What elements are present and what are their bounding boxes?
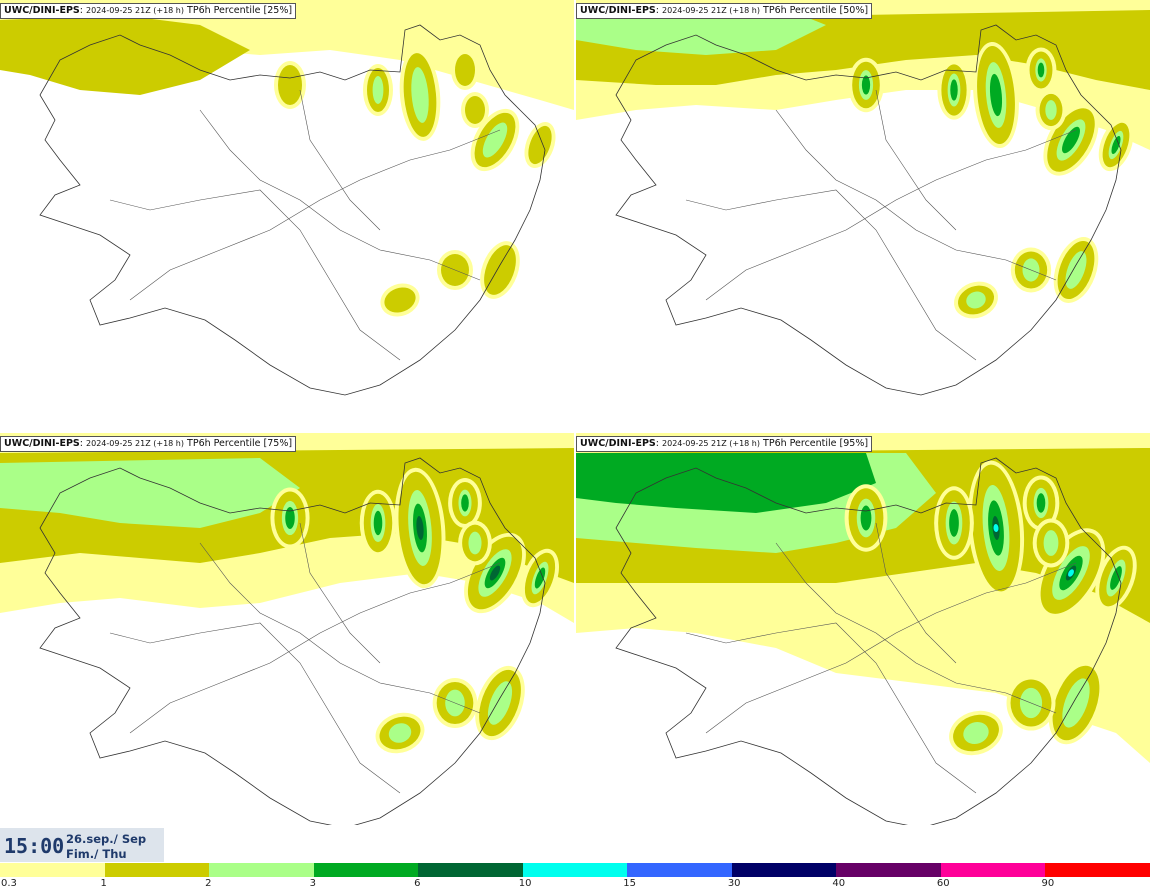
precip-cell-max — [993, 524, 999, 532]
legend-swatch — [731, 863, 837, 877]
color-legend — [0, 863, 1150, 877]
precip-cell-inner — [966, 291, 986, 309]
legend-swatch — [836, 863, 942, 877]
legend-swatch — [1045, 863, 1150, 877]
legend-swatch — [522, 863, 628, 877]
precip-cell-inner — [411, 67, 429, 123]
road — [705, 562, 1077, 734]
legend-label: 30 — [727, 878, 741, 889]
road — [199, 542, 481, 714]
precip-cell-inner — [388, 723, 412, 743]
road — [199, 109, 481, 281]
road — [109, 189, 401, 361]
legend-swatch — [0, 863, 106, 877]
precip-band-green — [0, 458, 300, 528]
legend-label: 15 — [623, 878, 636, 889]
map-panel-95: UWC/DINI-EPS: 2024-09-25 21Z (+18 h) TP6… — [576, 433, 1150, 863]
precip-cell-inner — [482, 122, 508, 158]
road — [775, 109, 1057, 281]
precip-map-75 — [0, 433, 574, 825]
legend-swatch — [627, 863, 733, 877]
valid-date: 26.sep./ Sep — [66, 832, 147, 846]
coastline — [615, 24, 1122, 396]
precip-cell-inner — [963, 721, 989, 745]
precip-cell-mid — [384, 287, 416, 313]
precip-cell-core — [950, 79, 958, 101]
map-panel-25: UWC/DINI-EPS: 2024-09-25 21Z (+18 h) TP6… — [0, 0, 574, 430]
coastline — [39, 457, 546, 825]
precip-cell-core — [861, 75, 871, 95]
precip-cell-core — [989, 73, 1003, 117]
road — [129, 129, 501, 301]
legend-swatch — [313, 863, 419, 877]
legend-label: 10 — [518, 878, 532, 889]
coastline — [615, 457, 1122, 825]
precip-cell-core — [1037, 62, 1045, 78]
precip-cell-core — [285, 506, 295, 530]
panel-title-25: UWC/DINI-EPS: 2024-09-25 21Z (+18 h) TP6… — [0, 3, 297, 19]
road — [299, 89, 381, 231]
precip-cell-inner — [1045, 100, 1057, 120]
precip-cell-core — [1111, 135, 1121, 155]
precip-cell-core — [1062, 126, 1080, 154]
legend-label: 0.3 — [1, 878, 17, 889]
precip-cell-core — [534, 567, 546, 589]
precip-cell-inner — [1043, 530, 1059, 556]
precip-cell-core — [1110, 566, 1122, 590]
panel-title-75: UWC/DINI-EPS: 2024-09-25 21Z (+18 h) TP6… — [0, 436, 297, 452]
legend-swatch — [209, 863, 315, 877]
panel-title-50: UWC/DINI-EPS: 2024-09-25 21Z (+18 h) TP6… — [576, 3, 873, 19]
precip-cell-peak — [416, 516, 424, 540]
coastline — [39, 24, 546, 396]
valid-time-box: 15:00 26.sep./ Sep Fim./ Thu — [0, 828, 164, 862]
legend-label: 2 — [205, 878, 212, 889]
map-panel-75: UWC/DINI-EPS: 2024-09-25 21Z (+18 h) TP6… — [0, 433, 574, 863]
panel-title-95: UWC/DINI-EPS: 2024-09-25 21Z (+18 h) TP6… — [576, 436, 873, 452]
precip-cell-mid — [278, 65, 302, 105]
legend-label: 3 — [309, 878, 316, 889]
legend-swatch — [104, 863, 210, 877]
road — [875, 89, 957, 231]
precip-band-olive — [0, 15, 250, 95]
road — [129, 562, 501, 734]
precip-map-25 — [0, 0, 574, 430]
road — [705, 129, 1077, 301]
precip-band-strong — [576, 453, 876, 513]
map-panel-50: UWC/DINI-EPS: 2024-09-25 21Z (+18 h) TP6… — [576, 0, 1150, 430]
precip-cell-inner — [468, 531, 482, 555]
legend-label: 1 — [100, 878, 107, 889]
road — [775, 542, 1057, 714]
legend-swatch — [940, 863, 1046, 877]
precip-cell-inner — [1062, 678, 1090, 728]
footer: 15:00 26.sep./ Sep Fim./ Thu 0.3 1 2 3 6 10 15… — [0, 826, 1150, 891]
precip-cell-inner — [1065, 251, 1087, 289]
legend-label: 90 — [1041, 878, 1055, 889]
precip-cell-inner — [372, 76, 384, 104]
precip-cell-mid — [484, 245, 516, 295]
precip-cell-core — [373, 510, 383, 536]
road — [685, 622, 977, 794]
precip-cell-mid — [528, 125, 552, 165]
legend-label: 40 — [832, 878, 846, 889]
precip-cell-peak — [489, 565, 501, 581]
road — [109, 622, 401, 794]
precip-cell-mid — [455, 54, 475, 86]
valid-time: 15:00 — [4, 834, 65, 858]
legend-swatch — [418, 863, 524, 877]
precip-map-95 — [576, 433, 1150, 825]
precip-cell-core — [860, 505, 872, 531]
legend-label: 60 — [936, 878, 950, 889]
precip-cell-mid — [465, 96, 485, 124]
legend-label: 6 — [414, 878, 421, 889]
road — [875, 522, 957, 664]
road — [685, 189, 977, 361]
precip-cell-core — [949, 509, 959, 537]
precip-map-50 — [576, 0, 1150, 430]
valid-weekday: Fim./ Thu — [66, 847, 127, 861]
precip-cell-core — [461, 494, 469, 512]
road — [299, 522, 381, 664]
precip-cell-inner — [487, 681, 513, 725]
precip-cell-core — [1036, 493, 1046, 513]
precip-cell-max — [1068, 569, 1074, 577]
